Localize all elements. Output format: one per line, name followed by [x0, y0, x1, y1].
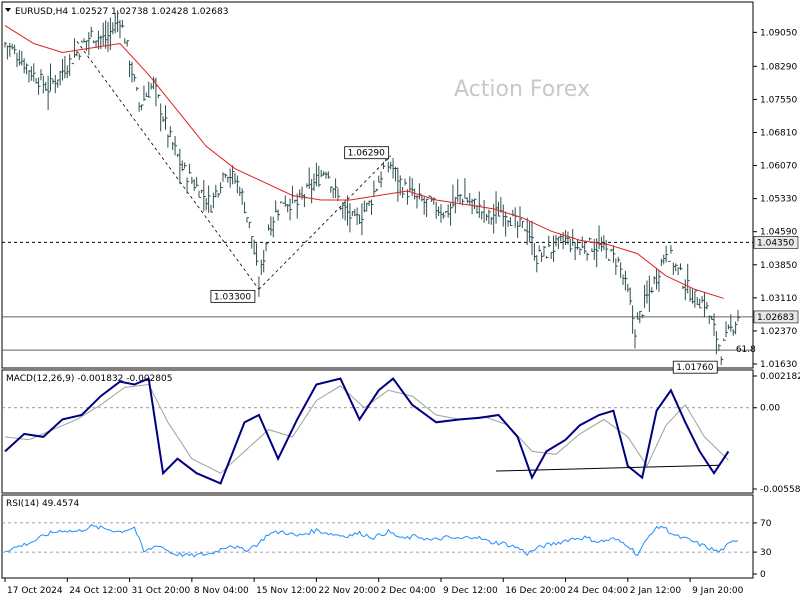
moving-average-line — [4, 25, 724, 299]
x-tick-label: 2 Dec 04:00 — [381, 586, 436, 596]
macd-y-tick-label: 0.00 — [760, 404, 780, 414]
price-y-tick-label: 1.04590 — [760, 228, 797, 238]
fib-label: 61.8 — [736, 345, 756, 355]
price-hline-label: 1.04350 — [757, 238, 794, 248]
macd-signal-line — [4, 383, 729, 474]
price-annotation-box — [672, 360, 718, 374]
price-y-tick-label: 1.09050 — [760, 28, 797, 38]
x-tick-label: 24 Dec 04:00 — [568, 586, 629, 596]
triangle-down-icon[interactable] — [5, 8, 11, 12]
macd-panel-frame — [1, 369, 754, 494]
watermark: Action Forex — [454, 77, 590, 102]
price-y-tick-label: 1.03110 — [760, 294, 797, 304]
x-tick-label: 9 Dec 12:00 — [443, 586, 498, 596]
price-y-tick-label: 1.07550 — [760, 95, 797, 105]
price-annotation-label: 1.03300 — [214, 292, 251, 302]
x-tick-label: 8 Nov 04:00 — [194, 586, 249, 596]
rsi-panel-label: RSI(14) 49.4574 — [6, 499, 79, 509]
x-tick-label: 9 Jan 20:00 — [692, 586, 744, 596]
x-tick-label: 22 Nov 20:00 — [318, 586, 379, 596]
symbol-header: EURUSD,H4 1.02527 1.02738 1.02428 1.0268… — [15, 7, 228, 17]
rsi-y-tick-label: 30 — [760, 548, 772, 558]
x-tick-label: 24 Oct 12:00 — [69, 586, 128, 596]
macd-y-tick-label: 0.002182 — [760, 372, 800, 382]
x-tick-label: 16 Dec 20:00 — [505, 586, 566, 596]
x-tick-label: 31 Oct 20:00 — [132, 586, 191, 596]
rsi-line — [4, 524, 739, 558]
macd-panel-label: MACD(12,26,9) -0.001832 -0.002805 — [6, 374, 172, 384]
rsi-panel-frame — [1, 494, 754, 579]
macd-trendline — [496, 464, 719, 472]
price-hline-label-box — [753, 310, 799, 324]
price-hline-label-box — [753, 236, 799, 249]
x-tick-label: 15 Nov 12:00 — [256, 586, 317, 596]
price-y-tick-label: 1.08290 — [760, 62, 797, 72]
price-y-tick-label: 1.06810 — [760, 128, 797, 138]
price-hline-label: 1.02683 — [757, 313, 794, 323]
price-annotation-box — [210, 289, 256, 303]
price-annotation-label: 1.01760 — [676, 363, 713, 373]
price-annotation-label: 1.06290 — [348, 149, 385, 159]
rsi-y-tick-label: 70 — [760, 519, 772, 529]
x-tick-label: 17 Oct 2024 — [7, 586, 63, 596]
price-y-tick-label: 1.01630 — [760, 360, 797, 370]
price-trendline — [76, 41, 260, 290]
price-y-tick-label: 1.02370 — [760, 327, 797, 337]
x-tick-label: 2 Jan 12:00 — [630, 586, 682, 596]
price-y-tick-label: 1.03850 — [760, 261, 797, 271]
price-y-tick-label: 1.05330 — [760, 195, 797, 205]
rsi-y-tick-label: 0 — [760, 570, 766, 580]
price-trendline — [258, 155, 391, 290]
macd-y-tick-label: -0.005584 — [760, 485, 800, 495]
price-panel-frame — [1, 1, 754, 369]
price-annotation-box — [344, 146, 390, 160]
price-y-tick-label: 1.06070 — [760, 162, 797, 172]
